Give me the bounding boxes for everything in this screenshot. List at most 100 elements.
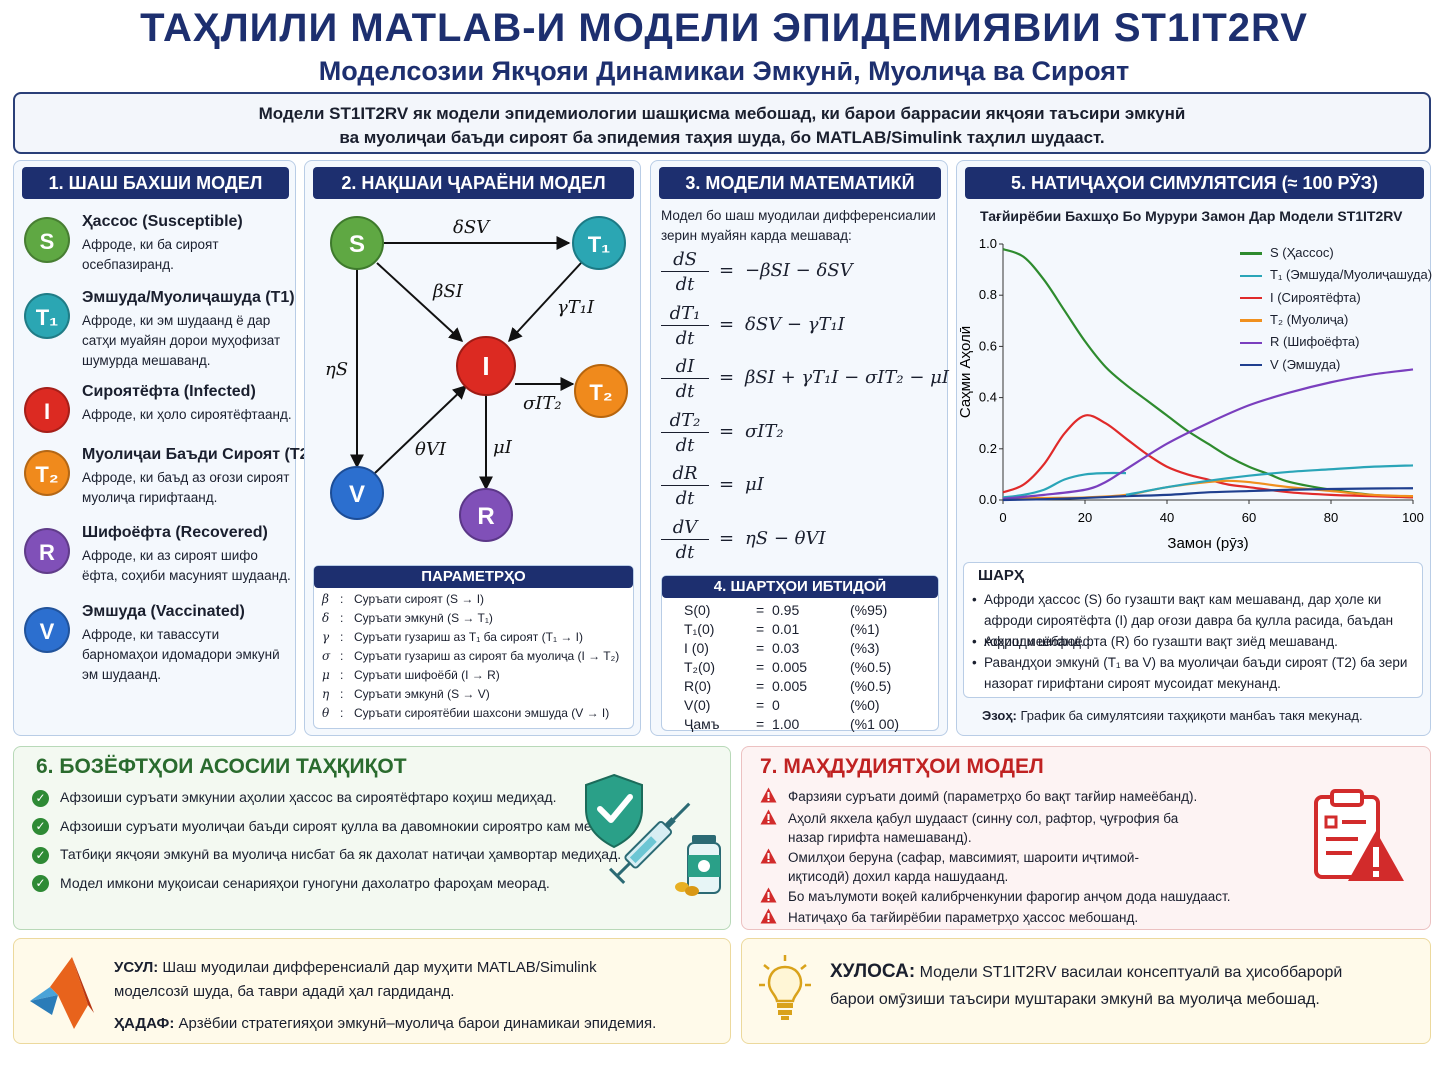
- compartment-name: Муолиҷаи Баъди Сироят (T2): [82, 446, 314, 463]
- init-percent: (%0): [850, 697, 880, 713]
- derivative-denominator: dt: [675, 381, 695, 402]
- x-tick-label: 60: [1242, 510, 1256, 525]
- legend-item: S (Ҳассос): [1240, 245, 1334, 267]
- matlab-logo-icon: [30, 957, 94, 1029]
- equation-rhs: −βSI − δSV: [745, 260, 853, 281]
- equation-derivative: dV dt: [661, 515, 709, 565]
- limitation-item: Бо маълумоти воқеӣ калибрченкунии фароги…: [760, 887, 1260, 906]
- init-equals: =: [756, 659, 765, 675]
- findings-header: 6. БОЗЁФТҲОИ АСОСИИ ТАҲҚИҚОТ: [36, 755, 407, 778]
- compartment-name: Ҳассос (Susceptible): [82, 213, 243, 230]
- node-r-label: R: [477, 503, 494, 530]
- param-symbol: δ: [322, 611, 330, 625]
- math-intro: Модел бо шаш муодилаи дифференсиалии зер…: [661, 208, 936, 243]
- derivative-denominator: dt: [675, 488, 695, 509]
- series-line: [1002, 368, 1414, 500]
- warning-icon: [760, 809, 777, 825]
- init-equals: =: [756, 621, 765, 637]
- limitation-text: Бо маълумоти воқеӣ калибрченкунии фароги…: [788, 889, 1231, 904]
- intro-box: Модели ST1IT2RV як модели эпидемиологии …: [13, 92, 1431, 154]
- param-desc: Суръати эмкунӣ (S → V): [354, 687, 490, 701]
- equals-sign: =: [719, 420, 735, 442]
- param-row: δ: Суръати эмкунӣ (S → T₁): [322, 611, 493, 630]
- legend-item: R (Шифоёфта): [1240, 334, 1359, 356]
- chart-title: Тағйирёбии Бахшҳо Бо Мурури Замон Дар Мо…: [980, 208, 1403, 224]
- y-tick-label: 1.0: [979, 236, 997, 251]
- node-v: [330, 466, 384, 520]
- param-row: γ: Суръати гузариш аз T₁ ба сироят (T₁ → …: [322, 630, 583, 649]
- goal-text: Арзёбии стратегияҳои эмкунӣ–муолиҷа баро…: [174, 1015, 657, 1032]
- compartment-item: T₂ Муолиҷаи Баъди Сироят (T2) Афроде, ки б…: [22, 446, 314, 526]
- param-colon: :: [340, 630, 344, 644]
- compartment-badge: V: [24, 607, 70, 653]
- simulation-header: 5. НАТИҶАҲОИ СИМУЛЯТСИЯ (≈ 100 РӮЗ): [965, 167, 1424, 199]
- flow-diagram: S T₁ I T₂ V R δSV βSI γT₁I ηS θVI σIT₂ μ…: [325, 216, 628, 542]
- series-line: [1002, 487, 1414, 502]
- compartment-item: S Ҳассос (Susceptible) Афроде, ки ба сироя…: [22, 213, 297, 293]
- check-icon: ✓: [32, 875, 49, 893]
- edge-label-sigma: σIT₂: [523, 393, 562, 414]
- compartment-name: Эмшуда (Vaccinated): [82, 603, 245, 620]
- x-axis-label: Замон (рӯз): [1167, 535, 1248, 552]
- equation-derivative: dT₁ dt: [661, 301, 709, 351]
- init-row: T₁(0) = 0.01 (%1): [684, 621, 934, 640]
- legend-swatch: [1240, 363, 1262, 367]
- node-t2-label: T₂: [589, 380, 612, 405]
- compartment-badge: T₁: [24, 293, 70, 339]
- edge-label-eta: ηS: [325, 359, 348, 380]
- legend-label: S (Ҳассос): [1270, 245, 1334, 260]
- init-equals: =: [756, 678, 765, 694]
- x-tick-label: 40: [1160, 510, 1174, 525]
- param-symbol: θ: [322, 706, 330, 720]
- clipboard-warning-icon: [1314, 789, 1404, 881]
- derivative-denominator: dt: [675, 434, 695, 456]
- equation-row: dV dt = ηS − θVI: [661, 515, 931, 567]
- param-row: θ: Суръати сироятёбии шахсони эмшуда (V →…: [322, 706, 609, 725]
- edge-v-i: [374, 385, 468, 474]
- equation-row: dR dt = μI: [661, 461, 931, 513]
- finding-item: ✓ Афзоиши суръати эмкунии аҳолии ҳассос в…: [32, 789, 557, 807]
- method-line-2: моделсозӣ шуда, ба таври ададӣ ҳал гарди…: [114, 983, 455, 1000]
- y-tick-label: 0.2: [979, 441, 997, 456]
- check-icon: ✓: [32, 846, 49, 864]
- derivative-denominator: dt: [675, 274, 695, 295]
- params-header: ПАРАМЕТРҲО: [314, 566, 633, 588]
- compartment-desc: Афроде, ки баъд аз оғози сироят муолиҷа …: [82, 470, 290, 505]
- vaccine-icon: [585, 773, 721, 896]
- y-tick-label: 0.6: [979, 338, 997, 353]
- init-name: S(0): [684, 602, 711, 618]
- legend-item: V (Эмшуда): [1240, 357, 1340, 379]
- conclusion-label: ХУЛОСА:: [830, 961, 916, 982]
- param-desc: Суръати гузариш аз T₁ ба сироят (T₁ → I): [354, 630, 583, 644]
- param-desc: Суръати эмкунӣ (S → T₁): [354, 611, 493, 625]
- legend-label: T₂ (Муолиҷа): [1270, 311, 1349, 327]
- page-subtitle: Моделсозии Якҷояи Динамикаи Эмкунӣ, Муол…: [318, 56, 1130, 86]
- legend-label: T₁ (Эмшуда/Муолиҷашуда): [1270, 267, 1433, 283]
- series-line: [1002, 471, 1127, 499]
- legend-label: R (Шифоёфта): [1270, 334, 1360, 350]
- param-symbol: γ: [322, 630, 330, 644]
- series-line: [1002, 248, 1414, 499]
- compartment-item: T₁ Эмшуда/Муолиҷашуда (T1) Афроде, ки эм ш…: [22, 289, 297, 369]
- method-label: УСУЛ:: [114, 959, 159, 976]
- param-colon: :: [340, 649, 344, 663]
- goal-label: ҲАДАФ:: [114, 1015, 175, 1032]
- init-row: I (0) = 0.03 (%3): [684, 640, 934, 659]
- node-t1: [572, 216, 626, 270]
- warning-icon: [760, 787, 777, 803]
- compartment-desc: Афроде, ки эм шудаанд ё дар сатҳи муайян…: [82, 313, 281, 368]
- equals-sign: =: [719, 260, 735, 281]
- init-name: V(0): [684, 697, 711, 713]
- x-tick-label: 20: [1078, 510, 1092, 525]
- limitation-item: Омилҳои беруна (сафар, мавсимият, шароит…: [760, 848, 1200, 886]
- legend-swatch: [1240, 341, 1262, 344]
- equation-rhs: μI: [745, 474, 764, 495]
- node-v-label: V: [349, 481, 365, 508]
- finding-text: Афзоиши суръати эмкунии аҳолии ҳассос ва…: [60, 789, 557, 805]
- param-desc: Суръати гузариш аз сироят ба муолиҷа (I …: [354, 649, 620, 663]
- derivative-numerator: dR: [661, 461, 709, 486]
- compartment-badge: S: [24, 217, 70, 263]
- explanation-item: Равандҳои эмкунӣ (T₁ ва V) ва муолиҷаи б…: [972, 652, 1424, 694]
- explanation-item: Афроди шифоёфта (R) бо гузашти вақт зиёд…: [972, 631, 1424, 652]
- legend-label: I (Сироятёфта): [1270, 289, 1361, 305]
